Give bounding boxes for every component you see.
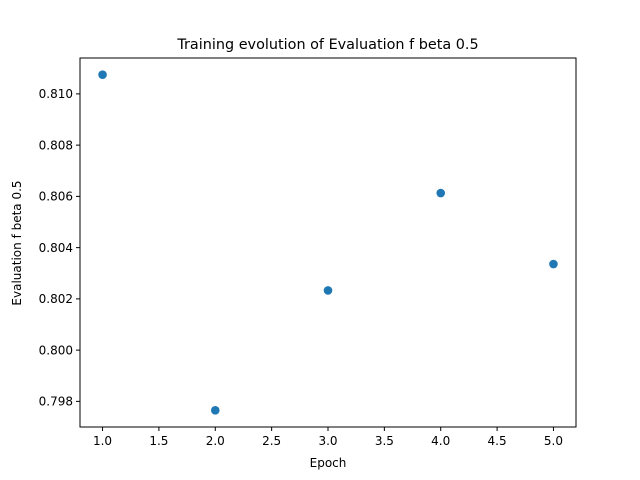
plot-area: 1.0 1.5 2.0 2.5 3.0 3.5 4.0 4.5 5.0 0.798 0.800 0.8… [39,57,577,448]
y-tick-label-7: 0.810 [39,87,73,101]
x-tick-label-9: 5.0 [544,434,563,448]
y-tick-label-2: 0.800 [39,343,73,357]
data-point-3 [323,286,333,295]
y-tick-label-5: 0.806 [39,190,73,204]
x-tick-label-5: 3.0 [318,434,337,448]
x-tick-label-7: 4.0 [431,434,450,448]
x-tick-label-2: 1.5 [149,434,168,448]
x-tick-label-1: 1.0 [93,434,112,448]
chart-title: Training evolution of Evaluation f beta … [176,37,478,53]
x-tick-label-4: 2.5 [262,434,281,448]
data-point-5 [549,259,558,269]
data-point-1 [98,70,107,79]
x-tick-label-3: 2.0 [206,434,225,448]
data-point-4 [436,188,446,198]
y-tick-label-4: 0.804 [39,241,73,255]
y-tick-label-1: 0.798 [39,395,73,409]
x-axis-label: Epoch [310,456,347,470]
data-point-2 [210,406,220,415]
y-tick-label-3: 0.802 [39,292,73,306]
x-tick-label-6: 3.5 [375,434,394,448]
y-tick-label-6: 0.808 [39,138,73,152]
y-axis-label: Evaluation f beta 0.5 [10,180,24,305]
x-tick-label-8: 4.5 [488,434,507,448]
